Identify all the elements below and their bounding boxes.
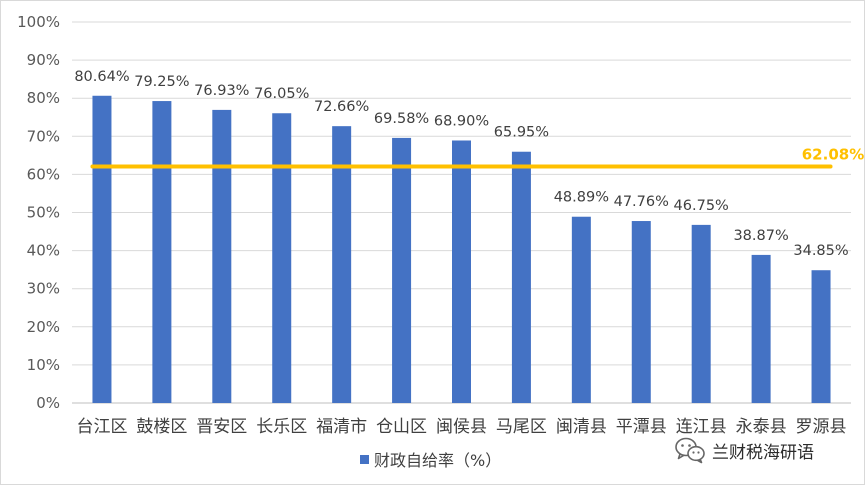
- bar: [751, 254, 771, 403]
- bar: [272, 113, 292, 403]
- wechat-icon: [675, 437, 705, 464]
- bar: [332, 126, 352, 403]
- y-tick-label: 30%: [27, 280, 60, 298]
- data-label: 46.75%: [674, 198, 729, 214]
- bars: [92, 95, 831, 404]
- y-tick-label: 50%: [27, 204, 60, 222]
- y-tick-label: 20%: [27, 318, 60, 336]
- legend-label: 财政自给率（%）: [374, 451, 502, 470]
- x-tick-label: 闽侯县: [436, 417, 487, 437]
- data-labels: 80.64% 79.25% 76.93% 76.05% 72.66% 69.58% 68.9…: [74, 69, 848, 259]
- legend-swatch: [360, 454, 369, 464]
- x-tick-label: 罗源县: [796, 417, 847, 437]
- bar: [152, 101, 172, 404]
- bar: [92, 95, 112, 403]
- data-label: 76.05%: [254, 86, 309, 102]
- y-tick-label: 100%: [17, 13, 60, 31]
- data-label: 34.85%: [793, 243, 848, 259]
- data-label: 72.66%: [314, 99, 369, 115]
- bar: [212, 109, 232, 403]
- bar: [631, 221, 651, 403]
- bar: [511, 151, 531, 403]
- bar: [392, 137, 412, 403]
- y-tick-label: 10%: [27, 356, 60, 374]
- y-tick-label: 40%: [27, 242, 60, 260]
- data-label: 47.76%: [614, 194, 669, 210]
- y-axis-ticks: 0% 10% 20% 30% 40% 50% 60% 70% 80% 90% 100%: [17, 13, 60, 412]
- x-tick-label: 平潭县: [616, 417, 667, 437]
- x-tick-label: 长乐区: [256, 417, 307, 437]
- watermark: 兰财税海研语: [674, 436, 814, 464]
- gridlines: [72, 21, 851, 404]
- data-label: 48.89%: [554, 190, 609, 206]
- x-tick-label: 台江区: [76, 417, 127, 437]
- legend: 财政自给率（%）: [360, 447, 501, 471]
- data-label: 79.25%: [134, 74, 189, 90]
- data-label: 38.87%: [733, 228, 788, 244]
- bar: [571, 216, 591, 403]
- bar: [811, 270, 831, 403]
- data-label: 80.64%: [74, 69, 129, 85]
- data-label: 68.90%: [434, 113, 489, 129]
- data-label: 76.93%: [194, 83, 249, 99]
- x-tick-label: 闽清县: [556, 417, 607, 437]
- x-tick-label: 仓山区: [376, 417, 427, 437]
- x-tick-label: 鼓楼区: [136, 417, 187, 437]
- y-tick-label: 0%: [36, 394, 60, 412]
- x-axis-ticks: 台江区 鼓楼区 晋安区 长乐区 福清市 仓山区 闽侯县 马尾区 闽清县 平潭县 连江县 永泰县 罗源县: [76, 417, 846, 437]
- x-tick-label: 连江县: [676, 417, 727, 437]
- x-tick-label: 马尾区: [496, 417, 547, 437]
- reference-line-label: 62.08%: [802, 145, 864, 163]
- y-tick-label: 60%: [27, 165, 60, 183]
- reference-line-group: 62.08%: [90, 145, 864, 169]
- bar: [452, 140, 471, 403]
- x-tick-label: 晋安区: [196, 417, 247, 437]
- y-tick-label: 70%: [27, 127, 60, 145]
- data-label: 69.58%: [374, 111, 429, 127]
- data-label: 65.95%: [494, 125, 549, 141]
- watermark-text: 兰财税海研语: [712, 442, 814, 463]
- x-tick-label: 福清市: [316, 417, 367, 437]
- y-tick-label: 90%: [27, 51, 60, 69]
- bar: [691, 224, 711, 403]
- y-tick-label: 80%: [27, 89, 60, 107]
- x-tick-label: 永泰县: [736, 417, 787, 437]
